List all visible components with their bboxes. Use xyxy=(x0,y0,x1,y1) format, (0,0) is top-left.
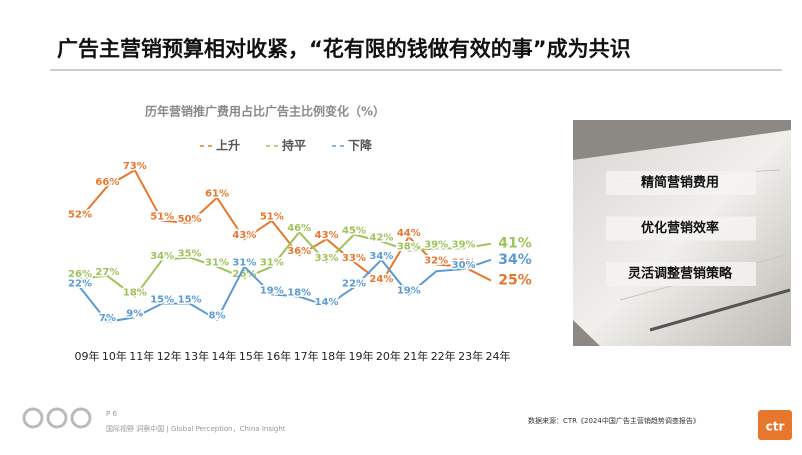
data-label: 27% xyxy=(95,267,119,278)
chart-title: 历年营销推广费用占比广告主比例变化（%） xyxy=(145,104,385,119)
data-label: 33% xyxy=(315,253,339,264)
data-label: 34% xyxy=(150,251,174,262)
data-label: 33% xyxy=(342,253,366,264)
panel-item: 精简营销费用 xyxy=(641,175,719,191)
data-label: 66% xyxy=(95,177,119,188)
legend: 上升 持平 下降 xyxy=(200,138,373,153)
x-tick-label: 10年 xyxy=(102,349,127,363)
data-label: 22% xyxy=(342,278,366,289)
data-label: 25% xyxy=(498,273,532,289)
data-label: 61% xyxy=(205,189,229,200)
data-label: 51% xyxy=(150,212,174,223)
x-tick-label: 15年 xyxy=(239,349,264,363)
series-line xyxy=(79,168,492,285)
data-label: 9% xyxy=(126,308,143,319)
panel-item-bg xyxy=(606,171,756,195)
x-tick-label: 23年 xyxy=(458,349,483,363)
x-tick-label: 19年 xyxy=(349,349,374,363)
source: 数据来源：CTR《2024中国广告主营销趋势调查报告》 xyxy=(528,416,700,425)
data-label: 39% xyxy=(452,239,476,250)
data-label: 31% xyxy=(205,258,229,269)
data-label: 15% xyxy=(150,295,174,306)
data-label: 41% xyxy=(498,236,532,252)
data-label: 46% xyxy=(287,223,311,234)
slide-title: 广告主营销预算相对收紧，“花有限的钱做有效的事”成为共识 xyxy=(57,37,631,61)
data-label: 73% xyxy=(123,161,147,172)
data-label: 32% xyxy=(424,255,448,266)
data-label: 18% xyxy=(287,288,311,299)
data-label: 42% xyxy=(369,232,393,243)
data-label: 52% xyxy=(68,209,92,220)
data-label: 8% xyxy=(209,311,226,322)
data-label: 30% xyxy=(452,260,476,271)
data-label: 34% xyxy=(369,251,393,262)
legend-label: 持平 xyxy=(282,138,306,153)
x-tick-label: 17年 xyxy=(294,349,319,363)
x-tick-label: 12年 xyxy=(157,349,182,363)
data-label: 38% xyxy=(397,242,421,253)
panel-item: 优化营销效率 xyxy=(641,220,719,236)
slogan: 国际视野 洞察中国 | Global Perception，China Insi… xyxy=(106,424,286,433)
data-label: 26% xyxy=(68,269,92,280)
footer-icon xyxy=(70,407,92,429)
data-label: 39% xyxy=(424,239,448,250)
panel-item-bg xyxy=(606,262,756,286)
data-label: 50% xyxy=(178,214,202,225)
pen xyxy=(649,288,791,332)
data-label: 51% xyxy=(260,212,284,223)
data-label: 35% xyxy=(178,249,202,260)
x-tick-label: 22年 xyxy=(431,349,456,363)
legend-label: 下降 xyxy=(348,138,373,153)
logo: ctr xyxy=(766,420,785,434)
footer: P 6 国际视野 洞察中国 | Global Perception，China … xyxy=(22,407,792,440)
x-tick-label: 20年 xyxy=(376,349,401,363)
data-label: 18% xyxy=(123,288,147,299)
data-label: 44% xyxy=(397,228,421,239)
data-label: 45% xyxy=(342,226,366,237)
x-tick-label: 11年 xyxy=(129,349,154,363)
data-label: 14% xyxy=(315,297,339,308)
x-tick-label: 14年 xyxy=(212,349,237,363)
data-label: 15% xyxy=(178,295,202,306)
data-label: 24% xyxy=(369,274,393,285)
panel-item-bg xyxy=(606,216,756,241)
data-label: 34% xyxy=(498,252,532,268)
data-label: 7% xyxy=(99,313,116,324)
data-label: 31% xyxy=(260,258,284,269)
x-tick-label: 18年 xyxy=(321,349,346,363)
footer-icon xyxy=(46,407,68,429)
data-label: 22% xyxy=(68,278,92,289)
data-label: 36% xyxy=(287,246,311,257)
logo-bg xyxy=(758,410,792,440)
series-line xyxy=(79,258,492,323)
page-number: P 6 xyxy=(106,410,117,418)
x-tick-label: 24年 xyxy=(486,349,511,363)
x-tick-label: 13年 xyxy=(184,349,209,363)
data-label: 19% xyxy=(397,285,421,296)
data-label: 43% xyxy=(315,230,339,241)
footer-icon xyxy=(22,407,44,429)
data-label: 43% xyxy=(232,230,256,241)
data-label: 31% xyxy=(232,258,256,269)
data-label: 19% xyxy=(260,285,284,296)
x-tick-label: 09年 xyxy=(75,349,100,363)
series-line xyxy=(79,230,492,299)
x-tick-label: 21年 xyxy=(403,349,428,363)
x-tick-label: 16年 xyxy=(266,349,291,363)
legend-label: 上升 xyxy=(216,138,240,153)
plot: 09年 10年 11年 12年 13年 14年 15年 16年 17年 18年 19年 20年 21年 2… xyxy=(67,160,534,363)
panel-item: 灵活调整营销策略 xyxy=(628,266,733,282)
